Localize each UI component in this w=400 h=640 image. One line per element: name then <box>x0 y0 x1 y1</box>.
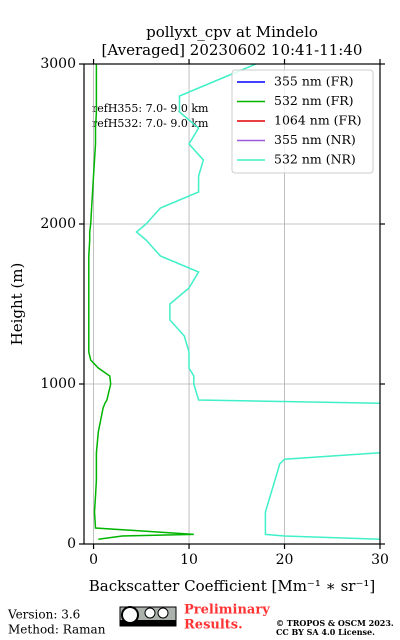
profile-line <box>88 64 194 540</box>
x-tick-label: 10 <box>180 552 198 568</box>
x-axis-label: Backscatter Coefficient [Mm⁻¹ ∗ sr⁻¹] <box>89 577 376 595</box>
legend-label: 355 nm (FR) <box>274 74 354 89</box>
cc-logo <box>119 606 177 627</box>
preliminary: Results. <box>184 618 243 633</box>
y-tick-label: 1000 <box>40 376 76 392</box>
version: Version: 3.6 <box>7 608 80 622</box>
legend-box <box>231 69 374 174</box>
legend-label: 532 nm (FR) <box>274 93 354 108</box>
plot-frame <box>83 63 381 545</box>
y-axis-label: Height (m) <box>8 263 26 346</box>
method: Method: Raman <box>8 623 106 637</box>
copyright: CC BY SA 4.0 License. <box>276 627 375 637</box>
chart-subtitle: [Averaged] 20230602 10:41-11:40 <box>102 41 363 59</box>
legend-label: 532 nm (NR) <box>274 152 356 167</box>
preliminary: Preliminary <box>184 603 270 618</box>
plot-area <box>88 64 380 540</box>
y-tick-label: 0 <box>67 536 76 552</box>
legend-label: 355 nm (NR) <box>274 132 356 147</box>
chart-title: pollyxt_cpv at Mindelo <box>146 23 318 41</box>
annotation: refH532: 7.0- 9.0 km <box>92 117 209 130</box>
x-tick-label: 30 <box>371 552 389 568</box>
x-tick-label: 0 <box>89 552 98 568</box>
y-tick-label: 2000 <box>40 216 76 232</box>
y-tick-label: 3000 <box>40 56 76 72</box>
copyright: © TROPOS & OSCM 2023. <box>276 618 394 628</box>
legend-label: 1064 nm (FR) <box>274 113 362 128</box>
annotation: refH355: 7.0- 9.0 km <box>92 102 209 115</box>
profile-line <box>135 64 380 540</box>
x-tick-label: 20 <box>276 552 294 568</box>
